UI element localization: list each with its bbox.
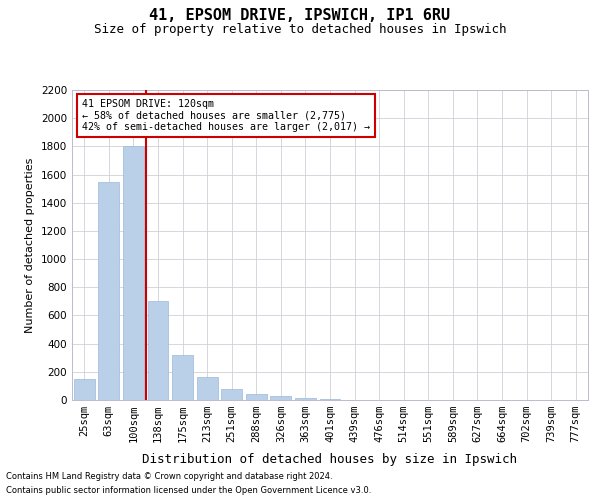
Text: 41 EPSOM DRIVE: 120sqm
← 58% of detached houses are smaller (2,775)
42% of semi-: 41 EPSOM DRIVE: 120sqm ← 58% of detached… <box>82 100 370 132</box>
Bar <box>246 394 267 400</box>
Text: Size of property relative to detached houses in Ipswich: Size of property relative to detached ho… <box>94 22 506 36</box>
Text: Contains public sector information licensed under the Open Government Licence v3: Contains public sector information licen… <box>6 486 371 495</box>
Bar <box>74 379 95 400</box>
Text: 41, EPSOM DRIVE, IPSWICH, IP1 6RU: 41, EPSOM DRIVE, IPSWICH, IP1 6RU <box>149 8 451 22</box>
Text: Distribution of detached houses by size in Ipswich: Distribution of detached houses by size … <box>143 452 517 466</box>
Bar <box>98 182 119 400</box>
Bar <box>295 398 316 400</box>
Bar <box>148 302 169 400</box>
Bar <box>221 388 242 400</box>
Bar <box>172 355 193 400</box>
Bar <box>197 378 218 400</box>
Bar <box>123 146 144 400</box>
Bar <box>271 396 292 400</box>
Text: Contains HM Land Registry data © Crown copyright and database right 2024.: Contains HM Land Registry data © Crown c… <box>6 472 332 481</box>
Y-axis label: Number of detached properties: Number of detached properties <box>25 158 35 332</box>
